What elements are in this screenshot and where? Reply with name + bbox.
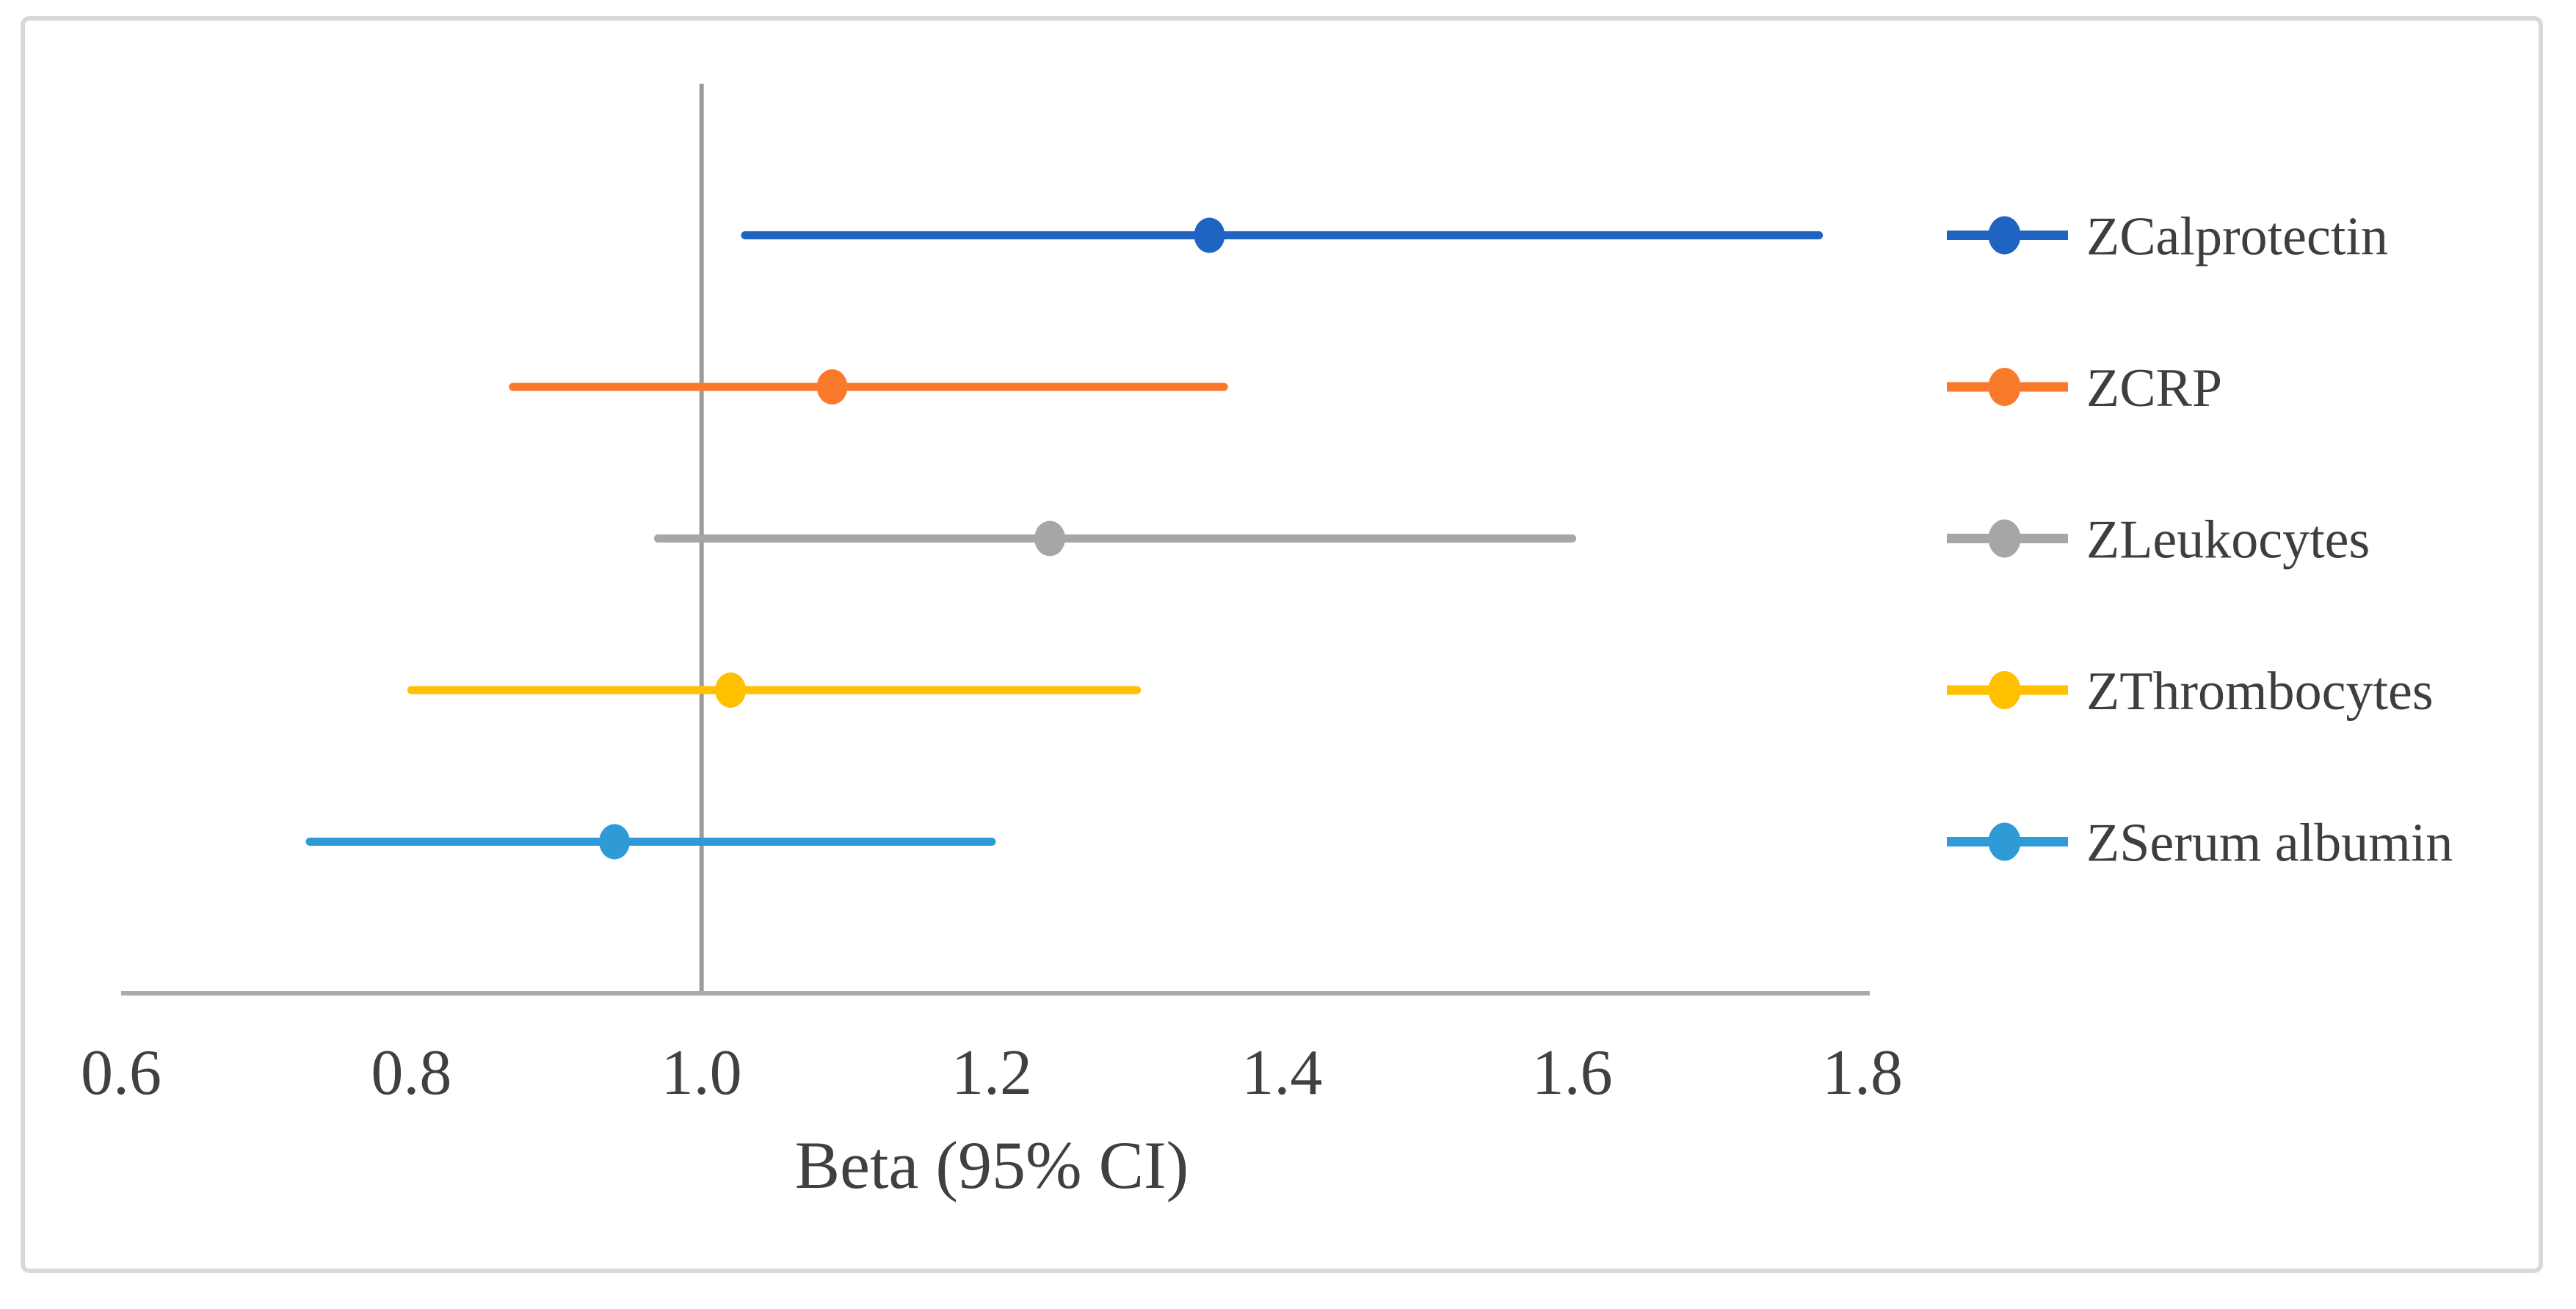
beta-marker-zcalprotectin bbox=[1194, 217, 1225, 253]
x-tick-label: 1.2 bbox=[951, 1037, 1032, 1109]
legend-swatch-marker-zthrombocytes bbox=[1988, 671, 2021, 709]
legend-swatch-marker-zserum-albumin bbox=[1988, 822, 2021, 861]
legend-swatch-marker-zleukocytes bbox=[1988, 519, 2021, 558]
x-tick-label: 0.6 bbox=[81, 1037, 162, 1109]
x-tick-label: 0.8 bbox=[371, 1037, 451, 1109]
legend-label-zcalprotectin: ZCalprotectin bbox=[2086, 207, 2388, 267]
legend-label-zcrp: ZCRP bbox=[2086, 358, 2222, 418]
figure-border bbox=[21, 16, 2543, 1273]
x-tick-label: 1.8 bbox=[1822, 1037, 1903, 1109]
x-tick-label: 1.0 bbox=[661, 1037, 742, 1109]
beta-marker-zserum-albumin bbox=[599, 824, 631, 860]
legend-swatch-marker-zcalprotectin bbox=[1988, 216, 2021, 255]
legend-swatch-marker-zcrp bbox=[1988, 368, 2021, 406]
legend-label-zthrombocytes: ZThrombocytes bbox=[2086, 661, 2434, 722]
legend-label-zleukocytes: ZLeukocytes bbox=[2086, 510, 2370, 570]
x-tick-label: 1.6 bbox=[1532, 1037, 1613, 1109]
beta-marker-zcrp bbox=[816, 369, 848, 405]
beta-marker-zthrombocytes bbox=[715, 672, 747, 708]
beta-marker-zleukocytes bbox=[1034, 521, 1066, 556]
x-tick-label: 1.4 bbox=[1241, 1037, 1322, 1109]
legend-label-zserum-albumin: ZSerum albumin bbox=[2086, 813, 2453, 874]
x-axis-title: Beta (95% CI) bbox=[795, 1128, 1189, 1203]
